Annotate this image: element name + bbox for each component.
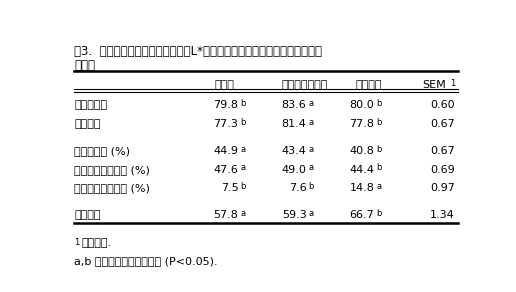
Text: 49.0: 49.0 [282,165,307,175]
Text: 40.8: 40.8 [349,146,375,156]
Text: 77.3: 77.3 [214,119,238,129]
Text: a,b 異符号間に有意差あり (P<0.05).: a,b 異符号間に有意差あり (P<0.05). [74,256,218,266]
Text: 表3.  背脂肪内層および筋間脂肪のL*値と背脂肪内層の脂肪酸組成およびヨ: 表3. 背脂肪内層および筋間脂肪のL*値と背脂肪内層の脂肪酸組成およびヨ [74,45,322,58]
Text: SEM: SEM [423,80,446,90]
Text: b: b [240,182,246,191]
Text: 83.6: 83.6 [282,100,307,110]
Text: a: a [240,209,246,218]
Text: 43.4: 43.4 [282,146,307,156]
Text: a: a [309,164,314,172]
Text: 81.4: 81.4 [282,119,307,129]
Text: b: b [240,99,246,108]
Text: ヨウ素価: ヨウ素価 [74,211,101,220]
Text: b: b [376,145,382,154]
Text: a: a [240,164,246,172]
Text: 57.8: 57.8 [214,211,238,220]
Text: 7.6: 7.6 [288,183,307,193]
Text: a: a [376,182,381,191]
Text: b: b [376,164,382,172]
Text: 44.9: 44.9 [214,146,238,156]
Text: 筋間脂肪: 筋間脂肪 [74,119,101,129]
Text: 1.34: 1.34 [430,211,455,220]
Text: 飽和脂肪酸 (%): 飽和脂肪酸 (%) [74,146,131,156]
Text: 大豆油区: 大豆油区 [355,80,382,90]
Text: a: a [309,118,314,126]
Text: 0.69: 0.69 [430,165,455,175]
Text: 1: 1 [74,238,80,247]
Text: 44.4: 44.4 [349,165,375,175]
Text: 0.67: 0.67 [430,119,455,129]
Text: 66.7: 66.7 [350,211,375,220]
Text: b: b [309,182,314,191]
Text: a: a [309,99,314,108]
Text: b: b [376,99,382,108]
Text: 0.60: 0.60 [430,100,455,110]
Text: b: b [376,118,382,126]
Text: ウ素価: ウ素価 [74,59,95,72]
Text: 0.97: 0.97 [430,183,455,193]
Text: 59.3: 59.3 [282,211,307,220]
Text: b: b [240,118,246,126]
Text: 多価不飽和脂肪酸 (%): 多価不飽和脂肪酸 (%) [74,183,150,193]
Text: 1: 1 [449,79,455,88]
Text: 80.0: 80.0 [350,100,375,110]
Text: 0.67: 0.67 [430,146,455,156]
Text: 79.8: 79.8 [214,100,238,110]
Text: チョコレート区: チョコレート区 [281,80,328,90]
Text: 対照区: 対照区 [215,80,234,90]
Text: b: b [376,209,382,218]
Text: 一価不飽和脂肪酸 (%): 一価不飽和脂肪酸 (%) [74,165,150,175]
Text: 77.8: 77.8 [349,119,375,129]
Text: a: a [309,209,314,218]
Text: 標準誤差.: 標準誤差. [82,238,112,248]
Text: 7.5: 7.5 [221,183,238,193]
Text: 14.8: 14.8 [349,183,375,193]
Text: 47.6: 47.6 [214,165,238,175]
Text: a: a [240,145,246,154]
Text: a: a [309,145,314,154]
Text: 背脂肪内層: 背脂肪内層 [74,100,108,110]
